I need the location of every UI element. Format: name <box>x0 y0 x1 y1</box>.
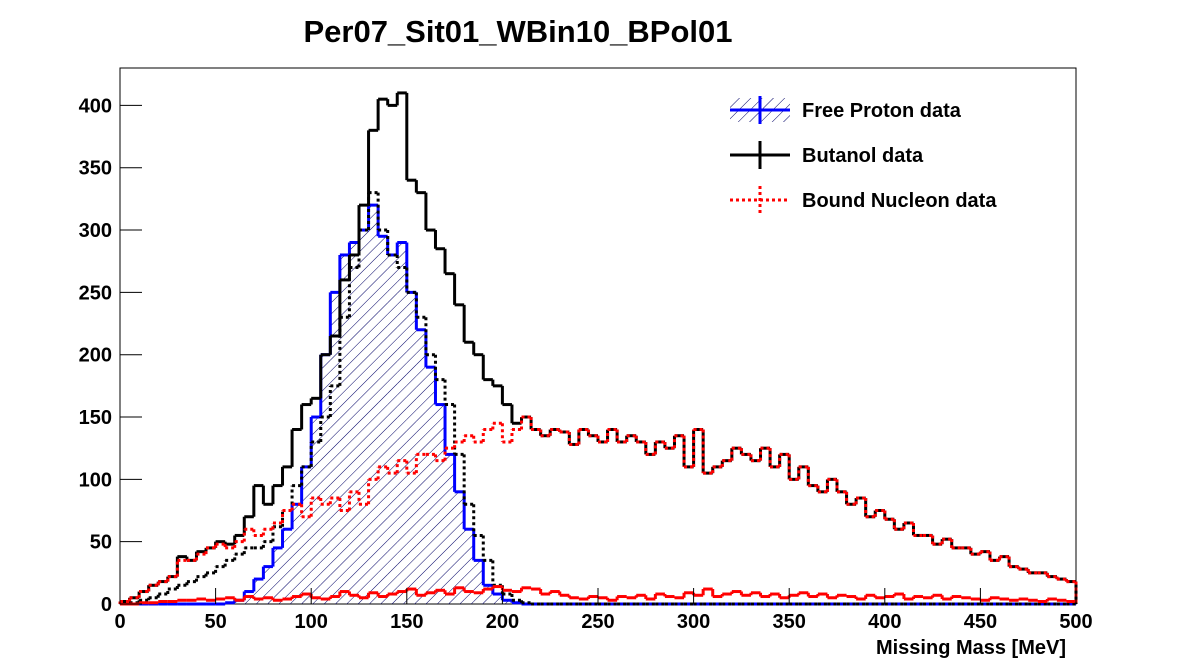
x-tick-label: 500 <box>1059 611 1092 633</box>
legend-label: Free Proton data <box>802 100 962 122</box>
plot-frame <box>119 67 1077 605</box>
histogram-bar <box>416 329 426 604</box>
x-tick-label: 150 <box>390 611 423 633</box>
x-tick-label: 250 <box>581 611 614 633</box>
histogram-riser <box>118 92 1078 604</box>
legend-label: Butanol data <box>802 145 924 167</box>
x-tick-label: 300 <box>677 611 710 633</box>
y-tick-label: 300 <box>79 220 112 242</box>
histogram-bar <box>445 454 455 604</box>
y-tick-label: 100 <box>79 469 112 491</box>
histogram-bar <box>339 254 350 604</box>
y-tick-label: 350 <box>79 158 112 180</box>
histogram-bar <box>483 585 493 604</box>
x-tick-label: 50 <box>204 611 226 633</box>
y-tick-label: 200 <box>79 345 112 367</box>
x-tick-label: 0 <box>114 611 125 633</box>
histogram-bar <box>301 466 312 604</box>
histogram-bar <box>349 242 359 604</box>
histogram-bar <box>311 417 321 604</box>
histogram-bar <box>263 566 273 604</box>
histogram-series <box>118 91 1078 604</box>
histogram-bar <box>454 491 465 604</box>
histogram-riser <box>137 586 1078 604</box>
histogram-bar <box>502 600 512 604</box>
y-tick-label: 400 <box>79 95 112 117</box>
x-tick-label: 350 <box>773 611 806 633</box>
histogram-riser <box>128 192 533 604</box>
legend: Free Proton data Butanol data Bound Nucleo… <box>730 96 997 214</box>
histogram-bar <box>435 404 446 604</box>
histogram-bar <box>397 242 407 604</box>
histogram-series <box>120 203 1076 606</box>
histogram-riser <box>223 205 524 604</box>
x-tick-label: 400 <box>868 611 901 633</box>
histogram-bar <box>272 547 283 604</box>
plot-area <box>118 91 1078 606</box>
histogram-bar <box>492 594 503 604</box>
y-tick-label: 250 <box>79 282 112 304</box>
histogram-bar <box>330 292 340 604</box>
legend-label: Bound Nucleon data <box>802 190 997 212</box>
histogram-bar <box>253 579 264 604</box>
histogram-bar <box>320 354 331 604</box>
x-tick-label: 450 <box>964 611 997 633</box>
histogram-bar <box>425 367 436 604</box>
x-tick-label: 100 <box>295 611 328 633</box>
x-axis-label: Missing Mass [MeV] <box>876 637 1066 659</box>
histogram-bar <box>387 254 398 604</box>
y-tick-label: 150 <box>79 407 112 429</box>
x-tick-label: 200 <box>486 611 519 633</box>
histogram-bar <box>378 236 388 605</box>
histogram-bar <box>406 292 417 604</box>
histogram-bar <box>359 230 369 604</box>
histogram-bar <box>292 504 302 604</box>
y-tick-label: 0 <box>101 594 112 616</box>
histogram-bar <box>234 600 245 604</box>
histogram-bar <box>368 205 379 604</box>
histogram-bar <box>473 560 484 604</box>
chart-title: Per07_Sit01_WBin10_BPol01 <box>303 14 732 49</box>
y-tick-label: 50 <box>90 532 112 554</box>
histogram-series <box>120 585 1078 606</box>
histogram-bar <box>464 529 474 604</box>
histogram-bar <box>282 529 293 604</box>
